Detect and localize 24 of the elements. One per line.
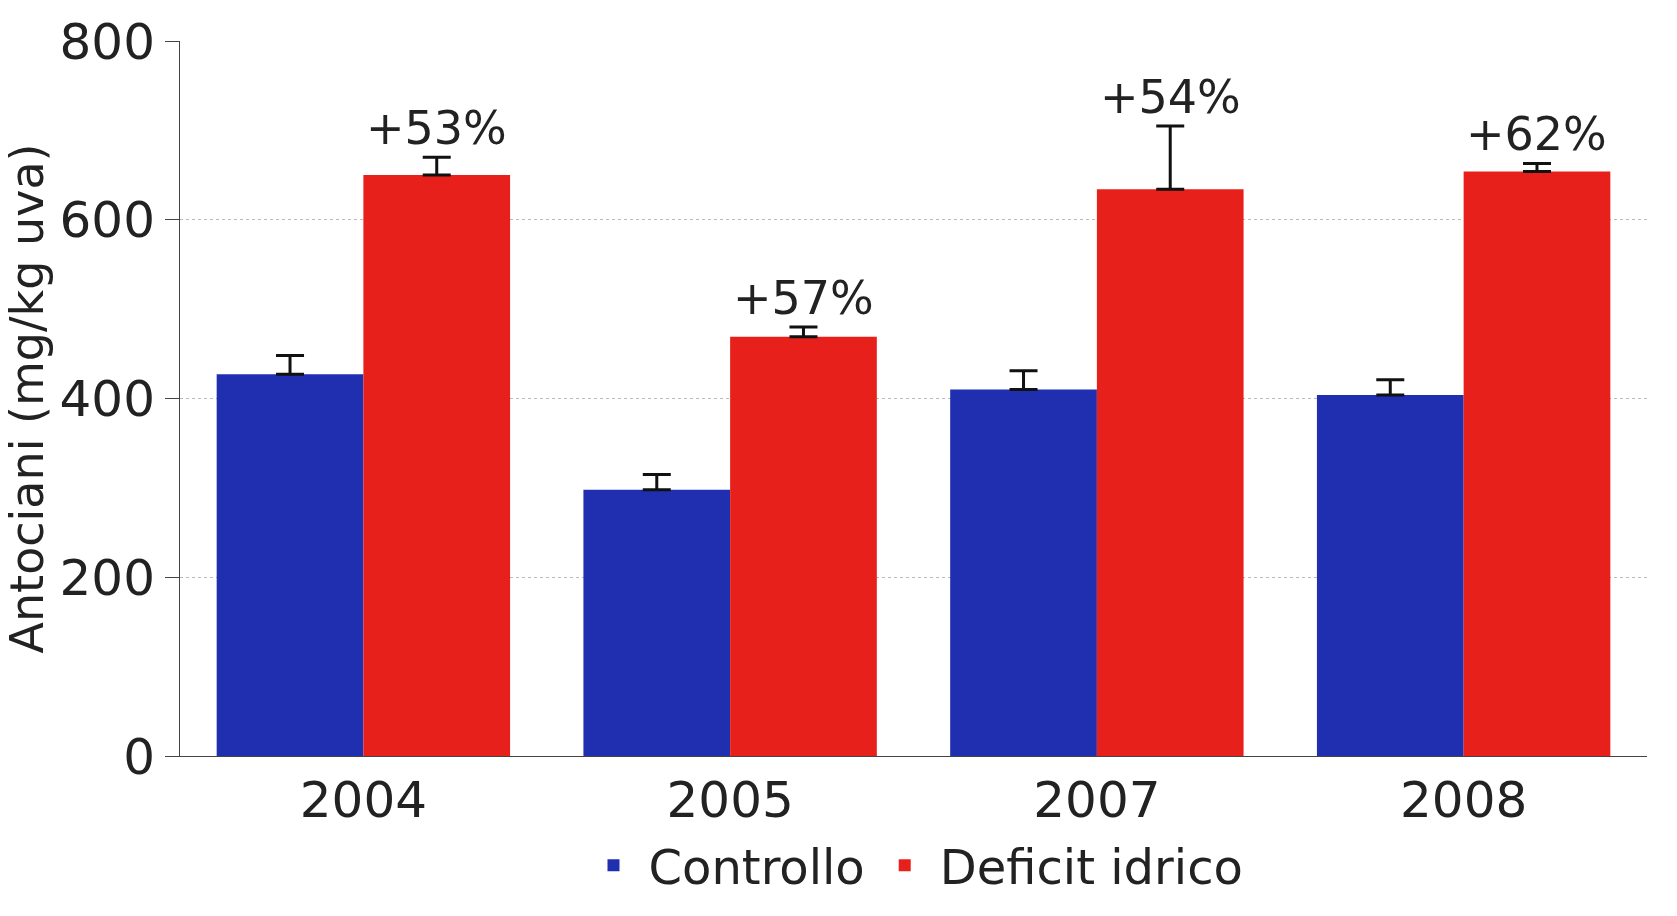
annotation: +62% [1466,107,1607,161]
y-tick-label: 200 [59,548,155,607]
annotation: +54% [1100,70,1241,124]
bar [216,374,364,756]
annotation: +57% [733,271,874,325]
bar [730,336,877,756]
bar [363,175,511,756]
bar [950,389,1097,756]
y-tick-label: 0 [123,727,155,786]
bar [583,489,731,756]
legend-label: Controllo [648,838,865,895]
x-tick-label: 2005 [666,771,794,829]
legend-label: Deficit idrico [939,838,1243,895]
bar [1096,189,1244,756]
y-tick-label: 800 [59,12,155,71]
x-tick-label: 2007 [1033,771,1161,829]
bar [1316,394,1464,756]
x-tick-label: 2004 [299,771,428,829]
y-tick-label: 400 [59,370,155,428]
y-tick-label: 600 [59,191,155,250]
bar [1463,171,1611,756]
x-tick-label: 2008 [1400,771,1528,829]
y-axis-title: Antociani (mg/kg uva) [0,143,54,654]
annotation: +53% [366,101,507,155]
